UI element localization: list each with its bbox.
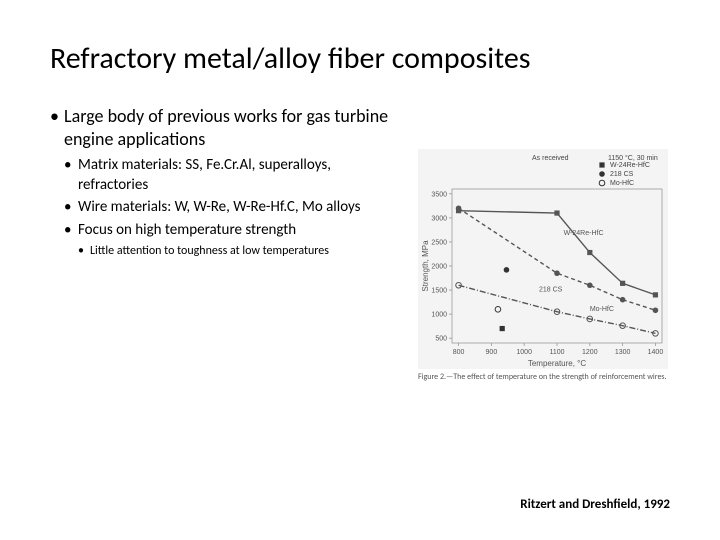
bullet-text: Large body of previous works for gas tur… xyxy=(64,105,388,150)
svg-text:3000: 3000 xyxy=(431,215,447,222)
figure-caption: Figure 2.—The effect of temperature on t… xyxy=(418,373,668,382)
svg-text:As received: As received xyxy=(532,155,569,162)
content-row: Large body of previous works for gas tur… xyxy=(50,105,670,382)
bullet-sublist: Matrix materials: SS, Fe.Cr.Al, superall… xyxy=(64,156,400,260)
svg-text:Mo-HfC: Mo-HfC xyxy=(590,306,614,313)
svg-text:1400: 1400 xyxy=(648,349,664,356)
bullet-subsublist: Little attention to toughness at low tem… xyxy=(78,244,400,260)
svg-text:1500: 1500 xyxy=(431,288,447,295)
svg-text:1000: 1000 xyxy=(431,312,447,319)
bullet-text: Focus on high temperature strength xyxy=(78,221,296,239)
bullet-lvl2: Focus on high temperature strength Littl… xyxy=(64,221,400,260)
svg-text:W-24Re-HfC: W-24Re-HfC xyxy=(564,230,604,237)
bullet-lvl1: Large body of previous works for gas tur… xyxy=(50,105,400,260)
svg-text:Strength, MPa: Strength, MPa xyxy=(421,240,430,292)
svg-text:218 CS: 218 CS xyxy=(539,287,563,294)
svg-text:1100: 1100 xyxy=(549,349,564,356)
chart-column: 500 1000 1500 2000 2500 3000 3500 800 900 1000 110… xyxy=(416,105,670,382)
bullet-lvl2: Matrix materials: SS, Fe.Cr.Al, superall… xyxy=(64,156,400,195)
bullet-list: Large body of previous works for gas tur… xyxy=(50,105,400,260)
svg-text:3500: 3500 xyxy=(431,191,447,198)
svg-text:900: 900 xyxy=(486,349,498,356)
slide: Refractory metal/alloy fiber composites … xyxy=(0,0,720,540)
svg-text:1000: 1000 xyxy=(516,349,532,356)
slide-title: Refractory metal/alloy fiber composites xyxy=(50,40,670,77)
text-column: Large body of previous works for gas tur… xyxy=(50,105,400,382)
chart-svg: 500 1000 1500 2000 2500 3000 3500 800 900 1000 110… xyxy=(418,149,668,369)
svg-text:1300: 1300 xyxy=(615,349,631,356)
svg-text:218 CS: 218 CS xyxy=(610,171,634,178)
svg-text:W-24Re-HfC: W-24Re-HfC xyxy=(610,162,650,169)
svg-text:500: 500 xyxy=(435,336,447,343)
svg-text:2000: 2000 xyxy=(431,264,447,271)
svg-text:2500: 2500 xyxy=(431,239,447,246)
bullet-lvl2: Wire materials: W, W-Re, W-Re-Hf.C, Mo a… xyxy=(64,198,400,218)
svg-text:1150 °C, 30 min: 1150 °C, 30 min xyxy=(608,154,658,162)
citation: Ritzert and Dreshfield, 1992 xyxy=(520,497,670,512)
svg-text:Mo-HfC: Mo-HfC xyxy=(610,180,634,187)
svg-text:800: 800 xyxy=(453,349,465,356)
svg-text:Temperature, °C: Temperature, °C xyxy=(528,359,587,368)
bullet-lvl3: Little attention to toughness at low tem… xyxy=(78,244,400,260)
strength-chart: 500 1000 1500 2000 2500 3000 3500 800 900 1000 110… xyxy=(418,149,668,382)
svg-text:1200: 1200 xyxy=(582,349,598,356)
